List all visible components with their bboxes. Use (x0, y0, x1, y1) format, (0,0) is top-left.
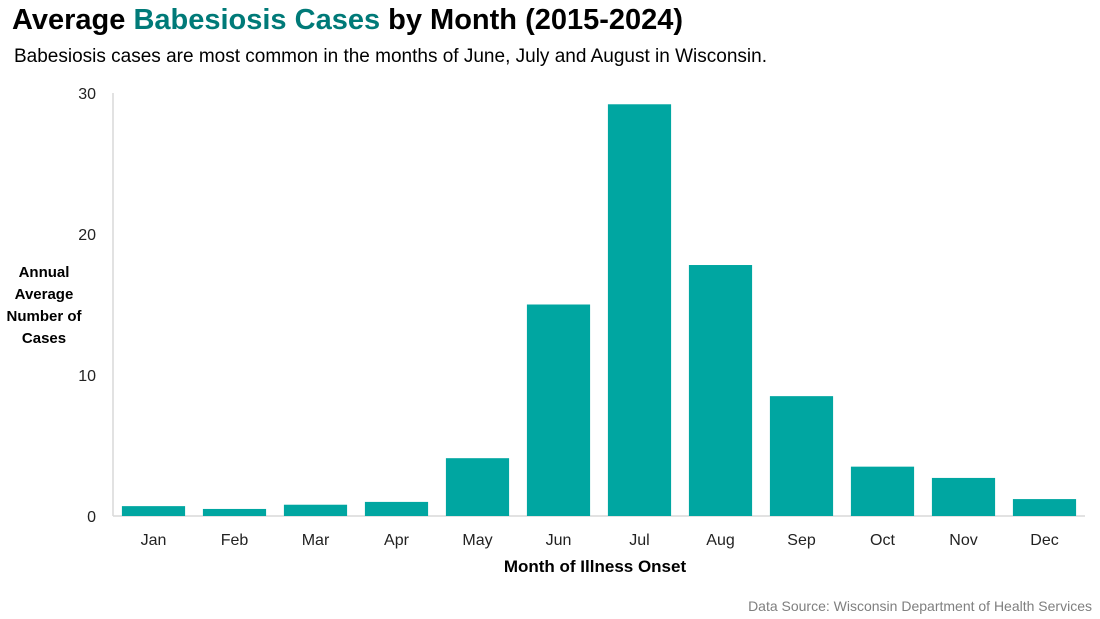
bar-mar (283, 504, 348, 516)
data-source: Data Source: Wisconsin Department of Hea… (748, 598, 1092, 614)
x-tick-label: Oct (870, 532, 895, 549)
x-tick-label: Feb (221, 532, 249, 549)
bar-may (445, 458, 510, 516)
x-tick-label: Jun (546, 532, 572, 549)
x-tick-label: Jan (141, 532, 167, 549)
chart-subtitle: Babesiosis cases are most common in the … (14, 46, 767, 67)
x-tick-label: May (462, 532, 492, 549)
bar-jan (121, 506, 186, 516)
bar-nov (931, 477, 996, 516)
x-tick-label: Nov (949, 532, 977, 549)
bar-feb (202, 508, 267, 516)
x-tick-label: Jul (629, 532, 649, 549)
bar-dec (1012, 499, 1077, 516)
x-tick-label: Mar (302, 532, 330, 549)
chart-title: Average Babesiosis Cases by Month (2015-… (12, 4, 684, 36)
x-tick-label: Dec (1030, 532, 1058, 549)
x-axis-label: Month of Illness Onset (503, 557, 687, 576)
bar-jun (526, 304, 591, 516)
x-tick-label: Sep (787, 532, 816, 549)
bar-sep (769, 396, 834, 516)
y-tick-label: 30 (78, 86, 96, 103)
y-tick-label: 10 (78, 368, 96, 385)
bar-oct (850, 466, 915, 516)
x-tick-label: Apr (384, 532, 410, 549)
y-tick-label: 20 (78, 227, 96, 244)
bar-apr (364, 501, 429, 516)
y-axis-label: Annual Average Number of Cases (6, 264, 82, 347)
bar-aug (688, 265, 753, 516)
title-highlight: Babesiosis Cases (133, 4, 381, 36)
bar-jul (607, 104, 672, 516)
x-tick-label: Aug (706, 532, 734, 549)
y-tick-label: 0 (87, 509, 96, 526)
